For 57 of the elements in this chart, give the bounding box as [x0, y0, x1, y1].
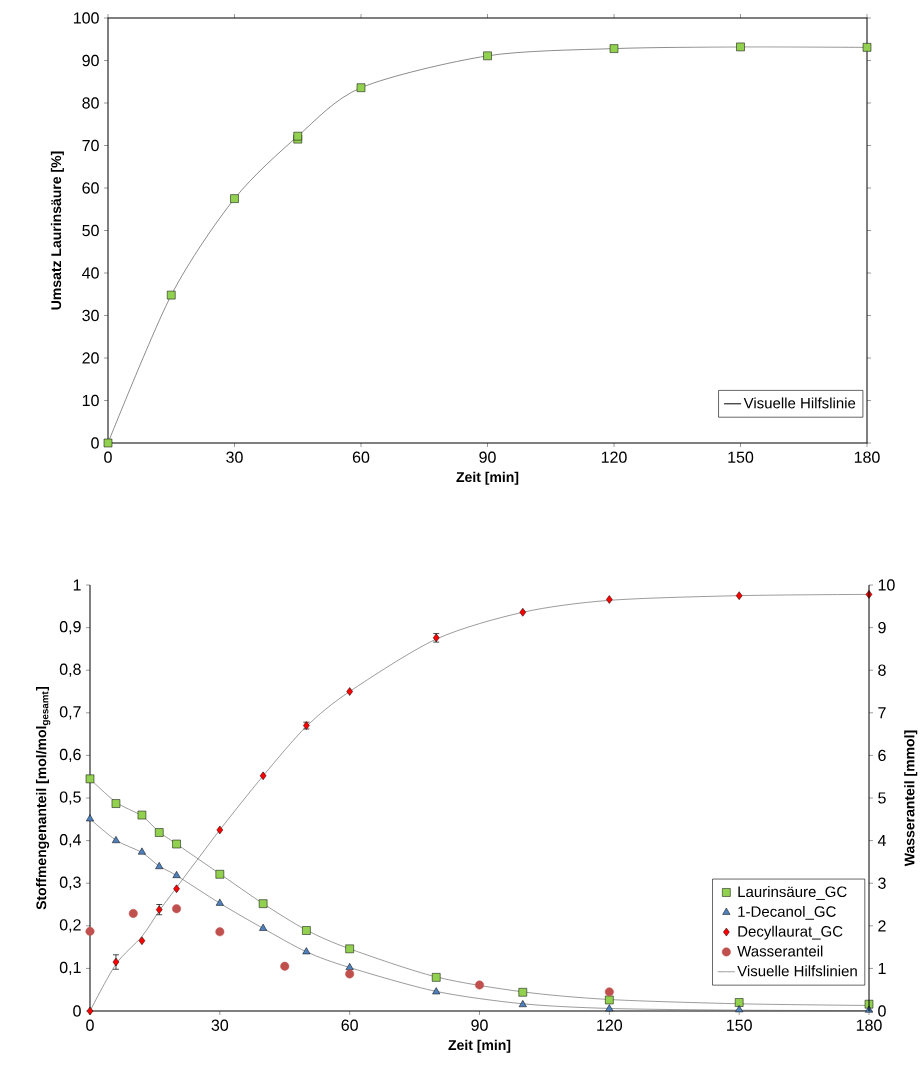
y-tick-label: 0,5	[59, 791, 81, 805]
x-tick-label: 30	[226, 451, 243, 463]
text: Visuelle Hilfslinie	[743, 397, 856, 409]
y-tick-label: 100	[73, 12, 99, 24]
y-tick-label: 0,7	[59, 706, 81, 720]
x-tick-label: 120	[601, 451, 627, 463]
x-tick-label: 0	[104, 451, 112, 463]
y2-tick-label: 6	[878, 749, 886, 762]
legend-label: Laurinsäure_GC	[738, 886, 847, 900]
y2-tick-label: 0	[878, 1005, 886, 1017]
y2-tick-label: 10	[878, 579, 895, 591]
y2-tick-label: 5	[878, 792, 886, 804]
y-tick-label: 1	[73, 579, 81, 591]
y-tick-label: 40	[82, 267, 99, 279]
x-tick-label: 180	[854, 451, 880, 463]
y2-tick-label: 1	[878, 962, 886, 974]
y-tick-label: 10	[82, 394, 99, 407]
y-tick-label: 0	[91, 437, 99, 449]
x-tick-label: 90	[471, 1019, 488, 1031]
y-tick-label: 0,2	[59, 919, 81, 933]
y-tick-label: 50	[82, 224, 99, 237]
y-tick-label: 0,3	[59, 876, 81, 890]
x-tick-label: 60	[352, 451, 370, 463]
legend-label: Decyllaurat_GC	[738, 925, 843, 940]
x-tick-label: 180	[856, 1019, 882, 1031]
x-tick-label: 30	[211, 1019, 229, 1031]
y-tick-label: 0,4	[59, 834, 81, 848]
y-tick-label: 0	[73, 1005, 81, 1017]
y-tick-label: 0,9	[59, 621, 81, 635]
y2-tick-label: 8	[878, 664, 886, 676]
x-tick-label: 150	[728, 451, 754, 463]
y-tick-label: 70	[82, 139, 99, 152]
y2-tick-label: 3	[878, 877, 886, 889]
y-tick-label: 60	[82, 182, 99, 194]
y-axis-title: Umsatz Laurinsäure [%]	[50, 151, 64, 310]
x-tick-label: 150	[727, 1019, 752, 1031]
y-axis-title: Stoffmengenanteil [mol/mol$_{gesamt}$]	[35, 686, 51, 910]
y2-tick-label: 7	[878, 707, 886, 719]
x-tick-label: 120	[597, 1019, 623, 1031]
legend-label: Wasseranteil	[737, 945, 823, 957]
y2-tick-label: 4	[877, 835, 886, 847]
x-tick-label: 60	[341, 1019, 358, 1031]
y2-axis-title: Wasseranteil [mmol]	[904, 730, 918, 867]
legend-label: Visuelle Hilfslinien	[737, 965, 857, 977]
y-tick-label: 20	[82, 352, 99, 364]
y-tick-label: 90	[82, 54, 99, 67]
y-tick-label: 30	[82, 309, 99, 322]
x-tick-label: 90	[479, 451, 496, 463]
x-axis-title: Zeit [min]	[448, 1039, 511, 1053]
y-tick-label: 0,6	[59, 748, 81, 763]
x-axis-title: Zeit [min]	[456, 471, 519, 485]
y-tick-label: 0,8	[59, 663, 81, 677]
y2-tick-label: 2	[878, 920, 886, 932]
y-tick-label: 80	[82, 97, 99, 109]
y-tick-label: 0,1	[59, 961, 81, 976]
y2-tick-label: 9	[878, 621, 886, 634]
legend-label: 1-Decanol_GC	[738, 905, 836, 920]
